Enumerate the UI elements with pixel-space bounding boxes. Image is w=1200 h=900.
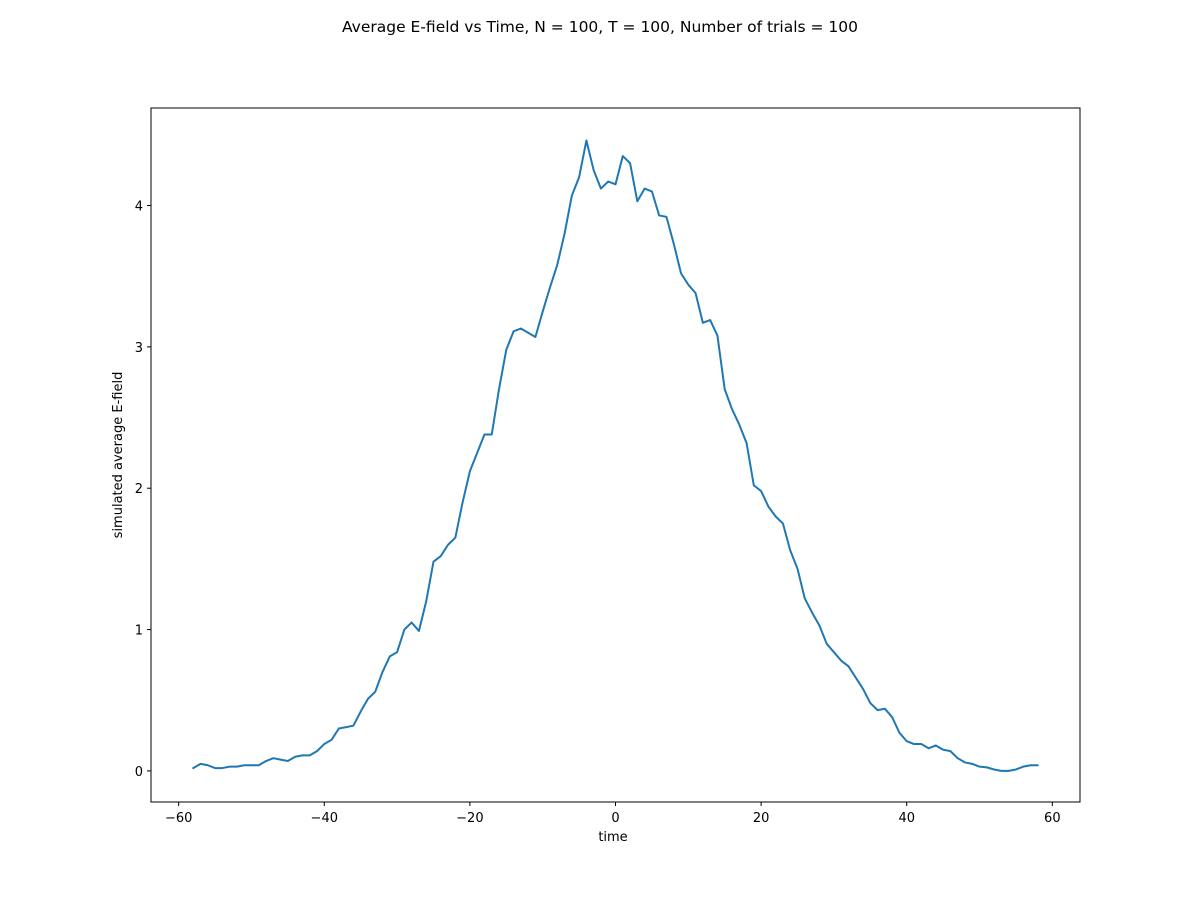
y-tick-label: 2	[135, 482, 143, 497]
data-line	[192, 139, 1039, 772]
y-tick-label: 4	[135, 200, 143, 215]
x-tick-label: 0	[611, 811, 619, 826]
x-tick-label: −20	[456, 811, 483, 826]
y-tick-label: 3	[135, 341, 143, 356]
x-tick-label: 20	[753, 811, 770, 826]
x-tick-label: −40	[311, 811, 338, 826]
y-axis-label: simulated average E-field	[111, 372, 126, 539]
x-tick-label: 40	[898, 811, 915, 826]
y-tick-label: 0	[135, 765, 143, 780]
chart-title: Average E-field vs Time, N = 100, T = 10…	[342, 18, 858, 36]
x-tick-label: 60	[1044, 811, 1061, 826]
x-tick-label: −60	[165, 811, 192, 826]
plot-frame	[150, 107, 1081, 803]
x-axis-label: time	[598, 830, 627, 845]
y-tick-label: 1	[135, 624, 143, 639]
